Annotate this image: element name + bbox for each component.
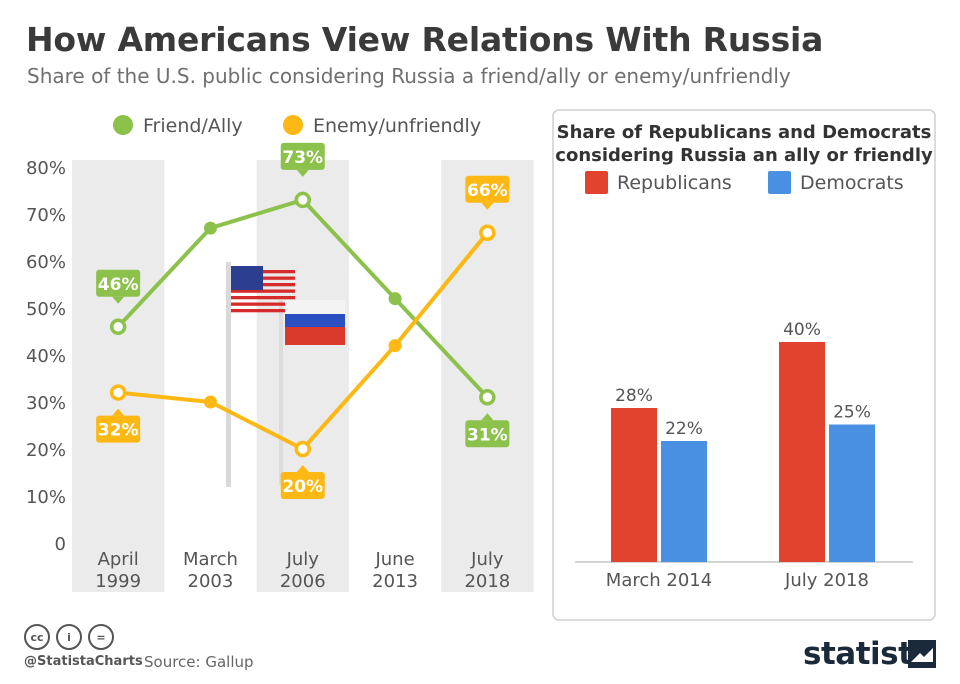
bar-value-label: 22% xyxy=(665,419,703,439)
y-tick-label: 50% xyxy=(26,299,66,320)
data-point xyxy=(479,389,496,406)
data-label-pointer xyxy=(481,413,494,421)
data-point xyxy=(109,318,127,336)
data-label: 31% xyxy=(467,425,508,445)
data-label: 20% xyxy=(282,477,323,497)
y-tick-label: 30% xyxy=(26,393,66,414)
y-tick-label: 20% xyxy=(26,440,66,461)
column-bands xyxy=(72,160,534,592)
y-tick-label: 60% xyxy=(26,252,66,273)
panel-title: considering Russia an ally or friendly xyxy=(555,145,933,166)
data-label-pointer xyxy=(112,296,125,304)
x-tick-label: 2018 xyxy=(464,571,510,592)
flagpole xyxy=(279,300,283,485)
chart-title: How Americans View Relations With Russia xyxy=(26,20,824,59)
legend-label: Democrats xyxy=(800,172,904,194)
legend-marker xyxy=(283,115,303,135)
no-derivatives-icon: = xyxy=(88,624,114,650)
x-tick-label: July xyxy=(470,549,504,570)
bar xyxy=(829,424,875,562)
chart-subtitle: Share of the U.S. public considering Rus… xyxy=(27,64,791,88)
data-label-box xyxy=(96,415,141,443)
legend-marker xyxy=(113,115,133,135)
x-tick-label: March xyxy=(183,549,238,570)
data-label: 73% xyxy=(282,148,323,168)
panel-title: Share of Republicans and Democrats xyxy=(557,122,932,143)
x-tick-label: June xyxy=(374,549,414,570)
data-label-pointer xyxy=(112,408,125,416)
license-icons: cc i = xyxy=(24,624,114,650)
data-point xyxy=(479,224,496,242)
x-tick-label: July xyxy=(286,549,320,570)
legend-label: Friend/Ally xyxy=(143,115,243,137)
data-point xyxy=(388,292,402,306)
data-label: 32% xyxy=(98,421,139,441)
x-tick-label: 2006 xyxy=(280,571,326,592)
column-band xyxy=(256,160,349,592)
y-axis: 80% 70% 60% 50% 40% 30% 20% 10% 0 xyxy=(26,158,66,555)
legend-label: Republicans xyxy=(617,172,732,194)
bar xyxy=(779,342,825,562)
data-label: 66% xyxy=(467,181,508,201)
y-tick-label: 80% xyxy=(26,158,66,179)
bar-value-label: 25% xyxy=(833,403,871,423)
us-flag-icon xyxy=(231,266,295,313)
column-band xyxy=(72,160,165,592)
flags-illustration xyxy=(226,262,345,487)
legend-swatch xyxy=(768,171,791,194)
data-label-pointer xyxy=(296,169,309,177)
data-label-pointer xyxy=(481,202,494,210)
social-handle: @StatistaCharts xyxy=(24,654,143,669)
y-tick-label: 40% xyxy=(26,346,66,367)
x-tick-label: April xyxy=(98,549,139,570)
data-point xyxy=(388,339,402,353)
line-legend: Friend/Ally Enemy/unfriendly xyxy=(113,115,481,137)
bar-category-label: March 2014 xyxy=(606,570,712,591)
data-point xyxy=(203,395,217,409)
y-tick-label: 70% xyxy=(26,205,66,226)
bar-category-label: July 2018 xyxy=(784,570,869,591)
x-tick-label: 2013 xyxy=(372,571,418,592)
data-label-pointer xyxy=(296,465,309,472)
creative-commons-icon: cc xyxy=(24,624,50,650)
legend-label: Enemy/unfriendly xyxy=(313,115,481,137)
bar xyxy=(661,441,707,562)
legend-swatch xyxy=(585,171,608,194)
y-tick-label: 0 xyxy=(55,534,66,555)
data-label-box xyxy=(96,269,141,297)
x-tick-label: 1999 xyxy=(95,571,141,592)
data-label-box xyxy=(465,420,510,448)
bar xyxy=(611,408,657,562)
russian-flag-icon xyxy=(285,300,345,345)
data-label-box xyxy=(280,142,325,170)
source-note: Source: Gallup xyxy=(144,653,254,671)
party-panel: Share of Republicans and Democratsconsid… xyxy=(552,109,936,621)
data-point xyxy=(294,191,311,209)
x-tick-label: 2003 xyxy=(188,571,234,592)
bar-value-label: 40% xyxy=(783,320,821,340)
flagpole xyxy=(226,262,231,487)
data-point xyxy=(109,384,127,401)
y-tick-label: 10% xyxy=(26,487,66,508)
data-label: 46% xyxy=(98,275,139,295)
attribution-icon: i xyxy=(56,624,82,650)
data-label-box xyxy=(280,472,325,499)
line-series: 46% 73% 31% 32% 20% 66% xyxy=(96,142,510,499)
bar-value-label: 28% xyxy=(615,386,653,406)
brand-logo-icon xyxy=(908,640,936,668)
data-label-box xyxy=(465,175,510,203)
data-point xyxy=(294,440,311,458)
data-point xyxy=(203,221,217,235)
x-axis: April1999March2003July2006June2013July20… xyxy=(95,549,510,592)
